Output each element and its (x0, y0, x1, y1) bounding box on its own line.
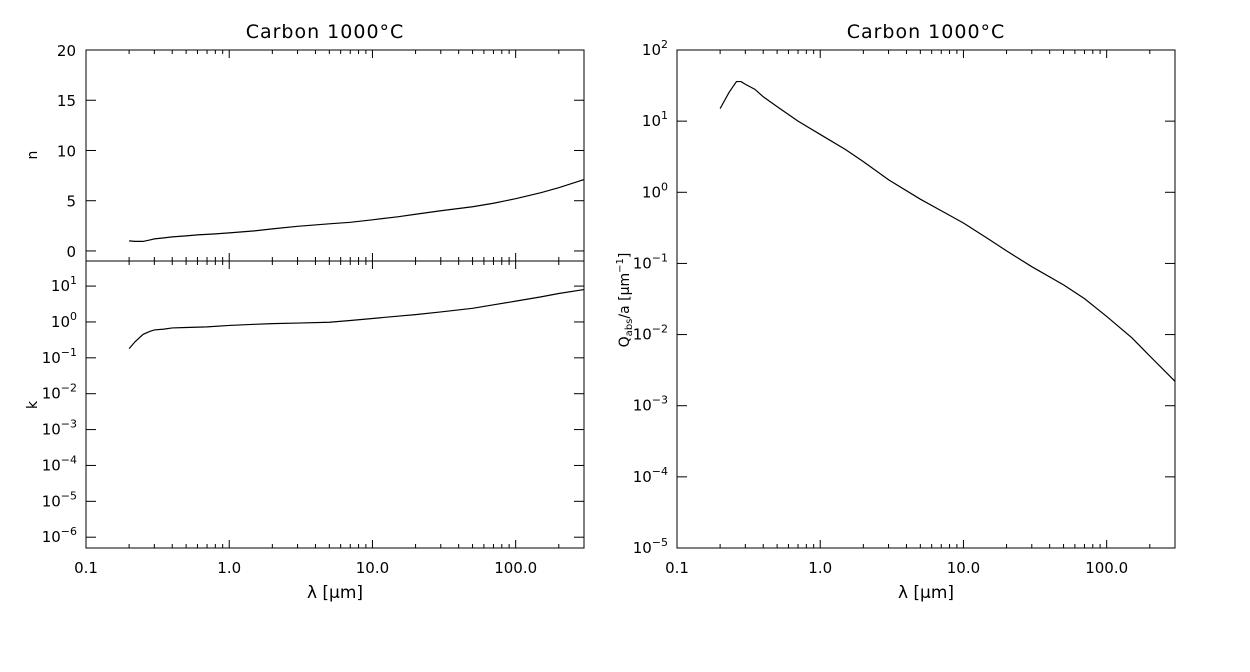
x-tick-label: 100.0 (1085, 559, 1128, 577)
x-tick-label: 10.0 (947, 559, 980, 577)
x-tick-label: 0.1 (665, 559, 689, 577)
y-axis-label-qabs: Qabs/a [μm−1] (615, 253, 635, 348)
y-tick-label: 10−3 (42, 418, 77, 439)
y-tick-label: 10−1 (633, 251, 668, 272)
series-line-n (129, 179, 585, 243)
x-tick-label: 10.0 (356, 559, 389, 577)
series-line-k (128, 288, 585, 350)
plot-frame-qabs (676, 49, 1176, 549)
y-tick-label: 101 (51, 274, 77, 295)
chart-title-left: Carbon 1000°C (246, 21, 405, 43)
x-tick-label: 0.1 (74, 559, 98, 577)
x-tick-label: 100.0 (494, 559, 537, 577)
panel-n: Carbon 1000°C n 0 5 10 15 20 (25, 21, 585, 262)
y-tick-label: 10−1 (42, 346, 77, 367)
y-tick-label: 10−2 (633, 323, 668, 344)
y-tick-label: 100 (642, 180, 668, 201)
panel-k: k 0.1 1.0 10.0 100.0 10−6 10−5 10−4 10−3 10−2 10−… (25, 260, 585, 603)
y-axis-label-n: n (25, 151, 41, 160)
y-tick-label: 20 (57, 42, 76, 60)
panel-qabs: Carbon 1000°C Qabs/a [μm−1] 0.1 1.0 10.0 10… (615, 21, 1176, 603)
ticks-qabs: 0.1 1.0 10.0 100.0 10−5 10−4 10−3 10−2 10−1 100 10… (633, 38, 1176, 577)
y-tick-label: 10−4 (42, 453, 77, 474)
y-tick-label: 10−6 (42, 525, 77, 546)
ticks-k: 0.1 1.0 10.0 100.0 10−6 10−5 10−4 10−3 10−2 10−1 1… (42, 261, 585, 577)
x-axis-label-left: λ [μm] (307, 583, 363, 603)
x-tick-label: 1.0 (808, 559, 832, 577)
y-tick-label: 5 (66, 193, 76, 211)
y-tick-label: 10−5 (633, 536, 668, 557)
y-tick-label: 10−5 (42, 489, 77, 510)
y-tick-label: 10−3 (633, 394, 668, 415)
x-axis-label-right: λ [μm] (898, 583, 954, 603)
y-tick-label: 10−4 (633, 465, 668, 486)
y-tick-label: 100 (51, 310, 77, 331)
series-line-qabs (719, 80, 1176, 382)
y-tick-label: 15 (57, 92, 76, 110)
plot-frame-k (85, 260, 585, 549)
y-tick-label: 101 (642, 109, 668, 130)
y-axis-label-k: k (25, 400, 41, 409)
plot-frame-n (85, 49, 585, 262)
y-tick-label: 10−2 (42, 382, 77, 403)
chart-title-right: Carbon 1000°C (847, 21, 1006, 43)
y-tick-label: 102 (642, 38, 668, 59)
y-tick-label: 10 (57, 142, 76, 160)
x-tick-label: 1.0 (217, 559, 241, 577)
ticks-n: 0 5 10 15 20 (57, 42, 585, 261)
y-tick-label: 0 (66, 243, 76, 261)
